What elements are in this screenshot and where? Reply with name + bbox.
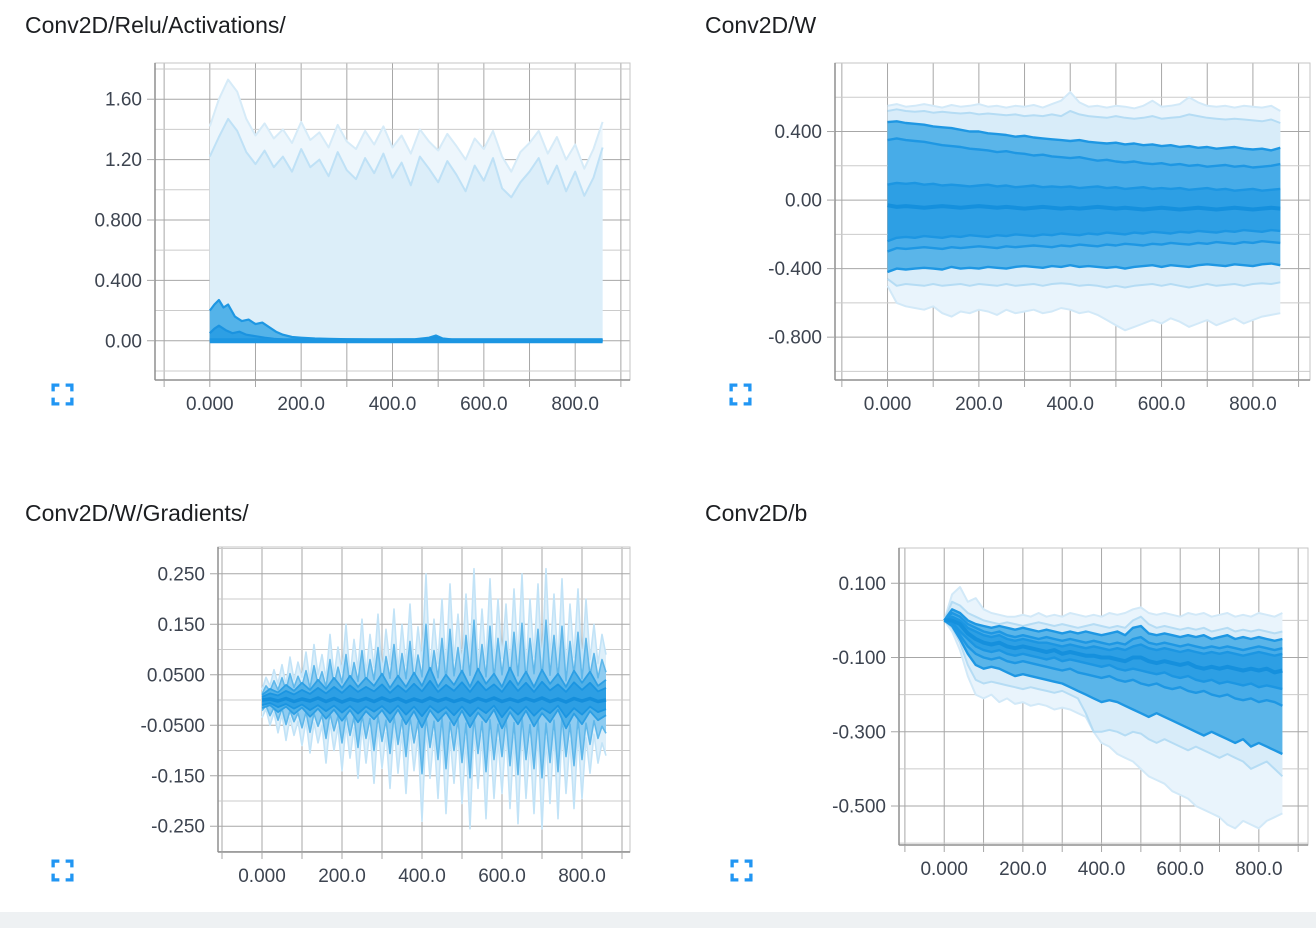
svg-text:0.000: 0.000 xyxy=(238,866,286,887)
svg-text:200.0: 200.0 xyxy=(999,859,1047,880)
svg-text:600.0: 600.0 xyxy=(478,866,526,887)
chart-canvas: 0.000 200.0 400.0 600.0 800.0 0.100 -0.100 -0.3… xyxy=(832,547,1309,880)
fullscreen-expand-icon xyxy=(51,859,74,882)
chart-card-weights: Conv2D/W 0.000 200.0 400.0 600.0 800.0 0.400 0… xyxy=(658,0,1316,464)
chart-title: Conv2D/W/Gradients/ xyxy=(25,500,249,526)
svg-text:0.400: 0.400 xyxy=(94,271,142,292)
svg-text:1.20: 1.20 xyxy=(105,150,142,171)
svg-text:800.0: 800.0 xyxy=(551,394,599,415)
chart-canvas: 0.000 200.0 400.0 600.0 800.0 0.400 0.00 -0.400… xyxy=(768,62,1311,415)
svg-text:600.0: 600.0 xyxy=(1156,859,1204,880)
chart-title: Conv2D/b xyxy=(705,500,808,526)
svg-text:400.0: 400.0 xyxy=(398,866,446,887)
chart-card-gradients: Conv2D/W/Gradients/ 0.000 200.0 400.0 600.0… xyxy=(0,464,658,928)
chart-title: Conv2D/Relu/Activations/ xyxy=(25,12,286,38)
svg-text:0.00: 0.00 xyxy=(785,191,822,212)
expand-chart-button[interactable] xyxy=(729,857,756,884)
svg-text:-0.400: -0.400 xyxy=(768,259,822,280)
svg-text:-0.800: -0.800 xyxy=(768,328,822,349)
chart-canvas: 0.000 200.0 400.0 600.0 800.0 0.00 0.400 0.800 1… xyxy=(94,62,631,415)
svg-text:0.000: 0.000 xyxy=(920,859,968,880)
svg-text:-0.300: -0.300 xyxy=(832,722,886,743)
chart-card-activations: Conv2D/Relu/Activations/ 0.000 200.0 400.0… xyxy=(0,0,658,464)
page-background-strip xyxy=(0,912,1316,928)
svg-text:600.0: 600.0 xyxy=(460,394,508,415)
svg-text:0.800: 0.800 xyxy=(94,210,142,231)
svg-text:400.0: 400.0 xyxy=(369,394,417,415)
chart-title: Conv2D/W xyxy=(705,12,817,38)
svg-text:0.400: 0.400 xyxy=(774,122,822,143)
svg-text:-0.0500: -0.0500 xyxy=(141,716,205,737)
fullscreen-expand-icon xyxy=(51,383,74,406)
chart-card-bias: Conv2D/b 0.000 200.0 400.0 600.0 800.0 0.100 -… xyxy=(658,464,1316,928)
svg-text:0.250: 0.250 xyxy=(157,564,205,585)
svg-text:200.0: 200.0 xyxy=(318,866,366,887)
fullscreen-expand-icon xyxy=(729,383,752,406)
svg-text:-0.150: -0.150 xyxy=(151,766,205,787)
svg-text:400.0: 400.0 xyxy=(1046,394,1094,415)
svg-text:200.0: 200.0 xyxy=(955,394,1003,415)
svg-text:-0.100: -0.100 xyxy=(832,648,886,669)
svg-text:800.0: 800.0 xyxy=(1235,859,1283,880)
svg-text:800.0: 800.0 xyxy=(558,866,606,887)
svg-text:400.0: 400.0 xyxy=(1078,859,1126,880)
svg-text:0.0500: 0.0500 xyxy=(147,665,205,686)
svg-text:0.000: 0.000 xyxy=(186,394,234,415)
svg-text:0.00: 0.00 xyxy=(105,331,142,352)
svg-text:0.150: 0.150 xyxy=(157,615,205,636)
svg-text:-0.500: -0.500 xyxy=(832,797,886,818)
svg-text:-0.250: -0.250 xyxy=(151,817,205,838)
svg-text:0.100: 0.100 xyxy=(838,574,886,595)
svg-text:1.60: 1.60 xyxy=(105,90,142,111)
svg-text:200.0: 200.0 xyxy=(277,394,325,415)
expand-chart-button[interactable] xyxy=(728,381,755,408)
svg-text:600.0: 600.0 xyxy=(1138,394,1186,415)
svg-text:800.0: 800.0 xyxy=(1229,394,1277,415)
expand-chart-button[interactable] xyxy=(50,381,77,408)
chart-canvas: 0.000 200.0 400.0 600.0 800.0 0.250 0.150 0.050… xyxy=(141,546,631,887)
fullscreen-expand-icon xyxy=(730,859,753,882)
svg-text:0.000: 0.000 xyxy=(864,394,912,415)
expand-chart-button[interactable] xyxy=(50,857,77,884)
